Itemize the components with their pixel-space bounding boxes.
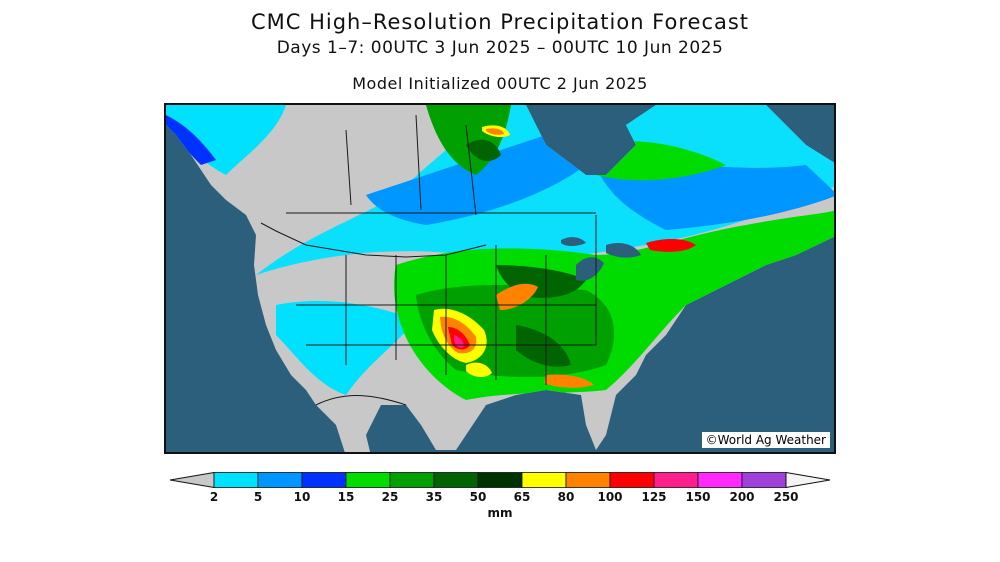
colorbar-tick-label: 25: [381, 490, 399, 504]
colorbar-bin: [389, 472, 435, 488]
colorbar-above-max: [785, 472, 830, 488]
colorbar-tick-label: 100: [597, 490, 623, 504]
colorbar-bin: [521, 472, 567, 488]
model-initialized-label: Model Initialized 00UTC 2 Jun 2025: [352, 74, 648, 93]
colorbar-bin: [609, 472, 655, 488]
precipitation-overlay: [166, 105, 834, 400]
colorbar-bin: [477, 472, 523, 488]
colorbar-tick-label: 65: [513, 490, 531, 504]
colorbar-bin: [433, 472, 479, 488]
colorbar-tick-label: 10: [293, 490, 311, 504]
precipitation-map: ©World Ag Weather: [164, 103, 836, 454]
colorbar-tick-label: 35: [425, 490, 443, 504]
map-canvas: [166, 105, 834, 452]
colorbar-bin: [301, 472, 347, 488]
colorbar-below-min: [170, 472, 215, 488]
colorbar-tick-label: 2: [209, 490, 219, 504]
colorbar-bin: [565, 472, 611, 488]
colorbar-bin: [213, 472, 259, 488]
colorbar-bin: [697, 472, 743, 488]
colorbar-tick-label: 150: [685, 490, 711, 504]
map-title: CMC High–Resolution Precipitation Foreca…: [250, 10, 750, 34]
colorbar-units: mm: [487, 506, 513, 520]
colorbar-tick-label: 250: [773, 490, 799, 504]
precipitation-colorbar: [170, 472, 830, 488]
political-borders: [260, 114, 597, 406]
colorbar-tick-label: 5: [253, 490, 263, 504]
colorbar-tick-label: 15: [337, 490, 355, 504]
credit-label: ©World Ag Weather: [701, 432, 830, 448]
colorbar-bin: [257, 472, 303, 488]
map-subtitle: Days 1–7: 00UTC 3 Jun 2025 – 00UTC 10 Ju…: [276, 38, 724, 58]
colorbar-tick-label: 200: [729, 490, 755, 504]
colorbar-bin: [653, 472, 699, 488]
colorbar-tick-label: 50: [469, 490, 487, 504]
colorbar-tick-label: 80: [557, 490, 575, 504]
colorbar-bin: [741, 472, 787, 488]
great-lakes: [576, 257, 604, 281]
colorbar-bin: [345, 472, 391, 488]
colorbar-canvas: [170, 472, 830, 488]
colorbar-tick-label: 125: [641, 490, 667, 504]
